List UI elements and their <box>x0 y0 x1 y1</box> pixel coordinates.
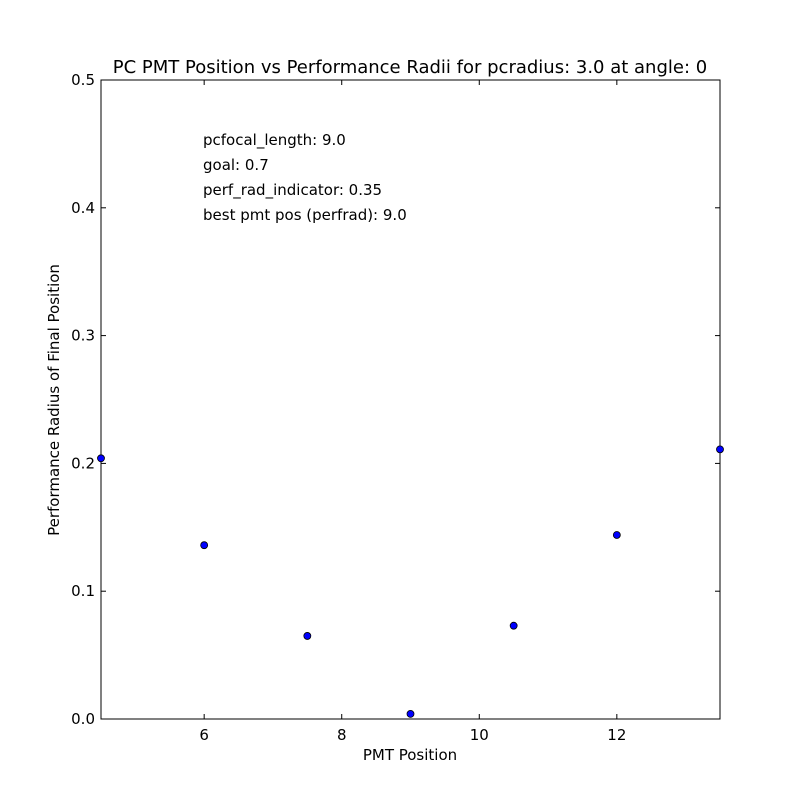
x-tick-label: 8 <box>337 726 347 744</box>
y-tick-label: 0.2 <box>71 454 95 472</box>
data-point <box>612 531 621 539</box>
data-point <box>97 454 105 463</box>
y-tick-label: 0.5 <box>71 71 95 89</box>
x-axis-label: PMT Position <box>363 746 457 764</box>
plot-area: 6 8 10 12 0.0 0.1 0.2 0.3 0.4 0.5 <box>71 71 724 744</box>
y-tick-label: 0.4 <box>71 199 95 217</box>
chart-title: PC PMT Position vs Performance Radii for… <box>113 57 707 78</box>
x-tick-label: 12 <box>607 726 626 744</box>
annotation-text: goal: 0.7 <box>203 156 269 174</box>
annotation-block: pcfocal_length: 9.0 goal: 0.7 perf_rad_ind… <box>203 131 407 224</box>
annotation-text: best pmt pos (perfrad): 9.0 <box>203 206 407 224</box>
annotation-text: perf_rad_indicator: 0.35 <box>203 181 382 200</box>
x-tick-label: 10 <box>470 726 489 744</box>
data-point <box>303 632 312 640</box>
data-point <box>716 445 724 454</box>
plot-frame <box>100 79 721 720</box>
y-tick-label: 0.1 <box>71 582 95 600</box>
y-tick-label: 0.0 <box>71 710 95 728</box>
annotation-text: pcfocal_length: 9.0 <box>203 131 346 150</box>
x-tick-label: 6 <box>199 726 209 744</box>
data-point <box>200 541 209 550</box>
y-axis-label: Performance Radius of Final Position <box>45 264 63 536</box>
data-point <box>406 709 415 718</box>
data-point <box>509 621 518 630</box>
y-tick-label: 0.3 <box>71 327 95 345</box>
